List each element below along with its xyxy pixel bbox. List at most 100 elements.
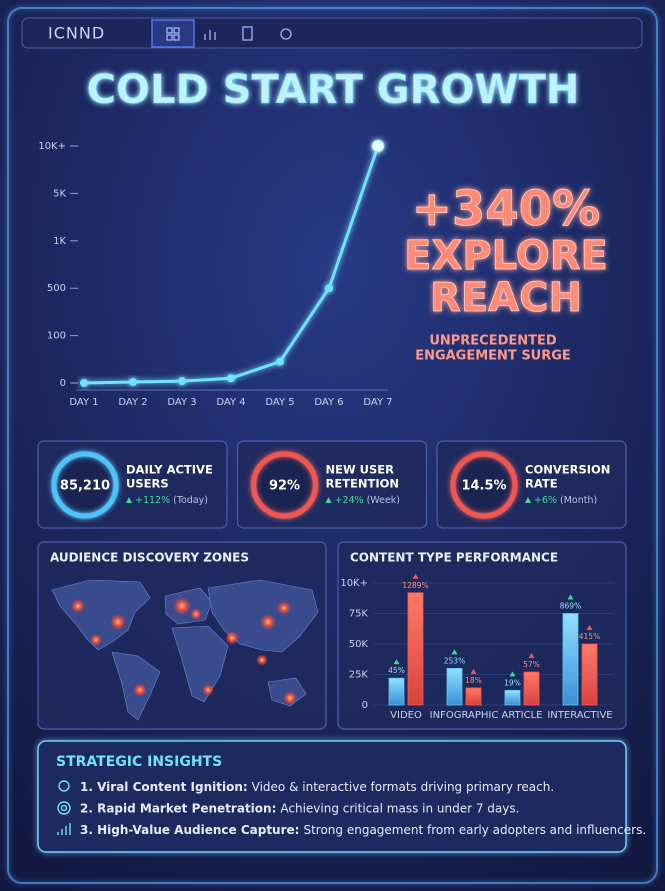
bulb-icon	[58, 780, 70, 792]
y-tick-label: 25K	[349, 670, 369, 681]
kpi-label: USERS	[126, 477, 169, 491]
y-tick-label: 0	[362, 700, 368, 711]
x-tick-label: DAY 3	[167, 397, 196, 408]
y-tick-label: 1K	[53, 236, 66, 247]
kpi-label: CONVERSION	[525, 463, 610, 477]
bar	[504, 689, 521, 706]
y-tick-label: 10K+	[38, 141, 66, 152]
hotspots	[71, 597, 297, 705]
bar	[581, 643, 598, 706]
x-tick-label: ARTICLE	[502, 710, 543, 721]
growth-arrow	[567, 594, 574, 600]
bars-icon	[57, 823, 71, 835]
x-tick-label: DAY 4	[216, 397, 245, 408]
north-america	[51, 579, 151, 651]
line-point	[178, 377, 186, 386]
kpi-delta: +112%	[135, 495, 170, 506]
icon	[166, 34, 173, 41]
headline-figure: +340%	[412, 181, 601, 237]
headline-sub: UNPRECEDENTED	[429, 334, 557, 349]
growth-arrow	[412, 573, 419, 579]
y-tick-label: 0	[60, 378, 66, 389]
y-tick-label: 75K	[349, 609, 369, 620]
line-point	[371, 139, 385, 153]
hotspot	[90, 634, 102, 646]
growth-arrow	[586, 625, 593, 630]
growth-label: 57%	[523, 660, 540, 669]
kpi-label: DAILY ACTIVE	[126, 463, 213, 477]
kpi-period: (Week)	[367, 495, 400, 506]
x-tick-label: DAY 6	[314, 397, 343, 408]
growth-label: 18%	[465, 676, 482, 685]
growth-arrow	[528, 653, 535, 659]
growth-label: 45%	[388, 666, 405, 675]
nav-tab-doc[interactable]	[242, 26, 253, 41]
headline: +340% EXPLORE REACH	[404, 181, 608, 322]
kpi-value: 92%	[269, 479, 300, 494]
kpi-period: (Today)	[173, 495, 208, 506]
hotspot	[260, 614, 276, 630]
x-tick-label: DAY 2	[118, 397, 147, 408]
growth-arrow	[470, 668, 477, 674]
kpi-delta-line: +112% (Today)	[135, 495, 208, 506]
headline-line: REACH	[430, 275, 582, 321]
line-point	[325, 284, 333, 293]
line-point	[227, 374, 235, 383]
insight: 3. High-Value Audience Capture: Strong en…	[80, 823, 646, 837]
nav-tab-active[interactable]	[151, 19, 195, 48]
kpi-ring	[251, 451, 318, 519]
growth-line-chart: 0 100 500 1K 5K 10K+ DAY 1 DAY 2 DAY 3 DAY 4 DAY 5…	[38, 139, 393, 408]
icon	[173, 27, 180, 34]
insight: 2. Rapid Market Penetration: Achieving cr…	[80, 801, 519, 815]
hotspot	[225, 631, 239, 645]
nav-tab-chart[interactable]	[204, 30, 216, 40]
nav-tab-settings[interactable]	[280, 28, 292, 40]
x-tick-label: VIDEO	[390, 710, 422, 721]
bar	[407, 592, 424, 706]
kpi-label: RETENTION	[326, 477, 400, 491]
insight-icons	[57, 780, 71, 835]
growth-label: 415%	[579, 632, 600, 641]
bar	[388, 677, 405, 706]
kpi-delta: +24%	[335, 495, 364, 506]
hotspot	[190, 608, 202, 620]
kpi-delta: +6%	[534, 495, 557, 506]
map-title: AUDIENCE DISCOVERY ZONES	[50, 551, 249, 565]
hotspot	[256, 654, 268, 666]
insight-lead: 1. Viral Content Ignition:	[80, 780, 248, 794]
x-tick-label: DAY 7	[363, 397, 392, 408]
line-point	[276, 357, 284, 366]
bar	[562, 613, 579, 706]
hotspot	[133, 683, 147, 697]
growth-label: 19%	[504, 678, 521, 687]
kpi-label: RATE	[525, 477, 558, 491]
hotspot	[71, 599, 85, 613]
kpi-value: 14.5%	[461, 479, 506, 494]
kpi-delta-line: +6% (Month)	[534, 495, 597, 506]
kpi-ring	[51, 451, 119, 519]
y-tick-label: 500	[47, 283, 66, 294]
line-point	[129, 378, 137, 387]
growth-label: 253%	[444, 656, 465, 665]
x-tick-label: INTERACTIVE	[547, 710, 612, 721]
growth-label: 1289%	[402, 581, 428, 590]
hotspot	[283, 691, 297, 705]
kpi-period: (Month)	[560, 495, 597, 506]
delta-arrow	[126, 497, 132, 503]
nav-icons	[151, 19, 292, 48]
hotspot	[173, 597, 191, 615]
insight-lead: 3. High-Value Audience Capture:	[80, 823, 299, 837]
delta-arrow	[525, 497, 531, 503]
kpi-label: NEW USER	[326, 463, 395, 477]
hotspot	[202, 684, 214, 696]
headline-sub: ENGAGEMENT SURGE	[415, 349, 571, 364]
delta-arrow	[325, 497, 332, 503]
insight-list: 1. Viral Content Ignition: Video & intera…	[80, 780, 646, 837]
brand: ICNND	[48, 24, 105, 43]
x-tick-label: DAY 5	[265, 397, 294, 408]
icon	[166, 27, 173, 34]
